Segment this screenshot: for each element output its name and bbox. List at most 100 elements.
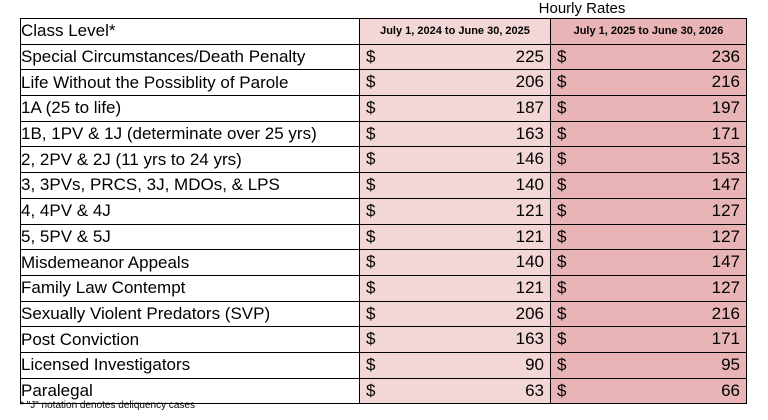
rates-table-body: Special Circumstances/Death Penalty $225 $… (20, 43, 747, 405)
table-row: Post Conviction $163 $171 (20, 326, 747, 353)
rate-2025-cell: $127 (550, 197, 747, 225)
class-level-label: Post Conviction (20, 326, 360, 353)
rate-value: 63 (525, 380, 544, 400)
rate-value: 127 (711, 277, 740, 297)
rate-2024-cell: $163 (359, 326, 551, 353)
rate-value: 171 (711, 329, 740, 349)
currency-symbol: $ (366, 175, 376, 195)
currency-symbol: $ (366, 329, 376, 349)
rate-2024-cell: $140 (359, 172, 551, 199)
currency-symbol: $ (557, 252, 567, 272)
table-row: 1B, 1PV & 1J (determinate over 25 yrs) $1… (20, 120, 747, 148)
currency-symbol: $ (557, 98, 567, 118)
table-row: 2, 2PV & 2J (11 yrs to 24 yrs) $146 $153 (20, 146, 747, 174)
currency-symbol: $ (366, 149, 376, 169)
class-level-label: Licensed Investigators (20, 351, 360, 379)
currency-symbol: $ (557, 200, 567, 220)
rate-2024-cell: $90 (359, 351, 551, 379)
currency-symbol: $ (366, 303, 376, 323)
class-level-label: Family Law Contempt (20, 274, 360, 302)
currency-symbol: $ (557, 72, 567, 92)
period-2025-header: July 1, 2025 to June 30, 2026 (550, 18, 747, 45)
class-level-label: Sexually Violent Predators (SVP) (20, 300, 360, 328)
rate-value: 206 (515, 72, 544, 92)
rate-value: 121 (515, 277, 544, 297)
rate-value: 153 (711, 149, 740, 169)
rate-value: 163 (515, 329, 544, 349)
currency-symbol: $ (557, 226, 567, 246)
rate-2025-cell: $236 (550, 43, 747, 71)
currency-symbol: $ (366, 380, 376, 400)
class-level-label: 5, 5PV & 5J (20, 223, 360, 251)
rate-2024-cell: $163 (359, 120, 551, 148)
currency-symbol: $ (366, 252, 376, 272)
rate-value: 140 (515, 252, 544, 272)
rate-2024-cell: $206 (359, 69, 551, 97)
rate-2024-cell: $121 (359, 274, 551, 302)
hourly-rates-title: Hourly Rates (538, 0, 626, 17)
rate-2025-cell: $197 (550, 95, 747, 122)
rate-2025-cell: $147 (550, 249, 747, 276)
rate-value: 163 (515, 123, 544, 143)
rate-2024-cell: $121 (359, 197, 551, 225)
table-row: Paralegal $63 $66 (20, 377, 747, 405)
rate-value: 95 (721, 354, 740, 374)
rate-value: 121 (515, 200, 544, 220)
rate-2024-cell: $140 (359, 249, 551, 276)
table-row: Family Law Contempt $121 $127 (20, 274, 747, 302)
class-level-label: Paralegal (20, 377, 360, 405)
rate-2025-cell: $216 (550, 300, 747, 328)
rate-2024-cell: $63 (359, 377, 551, 405)
rate-value: 66 (721, 380, 740, 400)
rate-2024-cell: $121 (359, 223, 551, 251)
currency-symbol: $ (557, 277, 567, 297)
footnote: * "J" notation denotes deliquency cases (20, 400, 195, 411)
class-level-header: Class Level* (20, 18, 360, 45)
rate-2025-cell: $171 (550, 326, 747, 353)
currency-symbol: $ (557, 123, 567, 143)
table-row: Sexually Violent Predators (SVP) $206 $216 (20, 300, 747, 328)
rate-value: 127 (711, 200, 740, 220)
currency-symbol: $ (557, 303, 567, 323)
rate-value: 147 (711, 252, 740, 272)
table-header-row: Class Level* July 1, 2024 to June 30, 20… (20, 18, 747, 45)
rates-table: Class Level* July 1, 2024 to June 30, 20… (20, 18, 747, 405)
table-row: 4, 4PV & 4J $121 $127 (20, 197, 747, 225)
rate-2025-cell: $127 (550, 274, 747, 302)
rate-2025-cell: $216 (550, 69, 747, 97)
table-row: 5, 5PV & 5J $121 $127 (20, 223, 747, 251)
currency-symbol: $ (366, 46, 376, 66)
currency-symbol: $ (366, 200, 376, 220)
rate-2024-cell: $225 (359, 43, 551, 71)
table-row: Licensed Investigators $90 $95 (20, 351, 747, 379)
rate-2025-cell: $127 (550, 223, 747, 251)
period-2024-header: July 1, 2024 to June 30, 2025 (359, 18, 551, 45)
table-row: 1A (25 to life) $187 $197 (20, 95, 747, 122)
rate-2024-cell: $146 (359, 146, 551, 174)
rate-value: 206 (515, 303, 544, 323)
table-row: Special Circumstances/Death Penalty $225 $… (20, 43, 747, 71)
rate-value: 147 (711, 175, 740, 195)
currency-symbol: $ (366, 354, 376, 374)
rate-2025-cell: $153 (550, 146, 747, 174)
rate-value: 127 (711, 226, 740, 246)
class-level-label: Special Circumstances/Death Penalty (20, 43, 360, 71)
currency-symbol: $ (557, 175, 567, 195)
table-row: Misdemeanor Appeals $140 $147 (20, 249, 747, 276)
rate-2024-cell: $206 (359, 300, 551, 328)
table-row: Life Without the Possiblity of Parole $20… (20, 69, 747, 97)
rate-2024-cell: $187 (359, 95, 551, 122)
rate-value: 146 (515, 149, 544, 169)
currency-symbol: $ (557, 329, 567, 349)
currency-symbol: $ (557, 354, 567, 374)
rate-value: 187 (515, 98, 544, 118)
rate-2025-cell: $147 (550, 172, 747, 199)
class-level-label: 1B, 1PV & 1J (determinate over 25 yrs) (20, 120, 360, 148)
currency-symbol: $ (366, 277, 376, 297)
rate-2025-cell: $171 (550, 120, 747, 148)
currency-symbol: $ (366, 123, 376, 143)
currency-symbol: $ (366, 226, 376, 246)
rate-value: 90 (525, 354, 544, 374)
class-level-label: 3, 3PVs, PRCS, 3J, MDOs, & LPS (20, 172, 360, 199)
currency-symbol: $ (366, 72, 376, 92)
